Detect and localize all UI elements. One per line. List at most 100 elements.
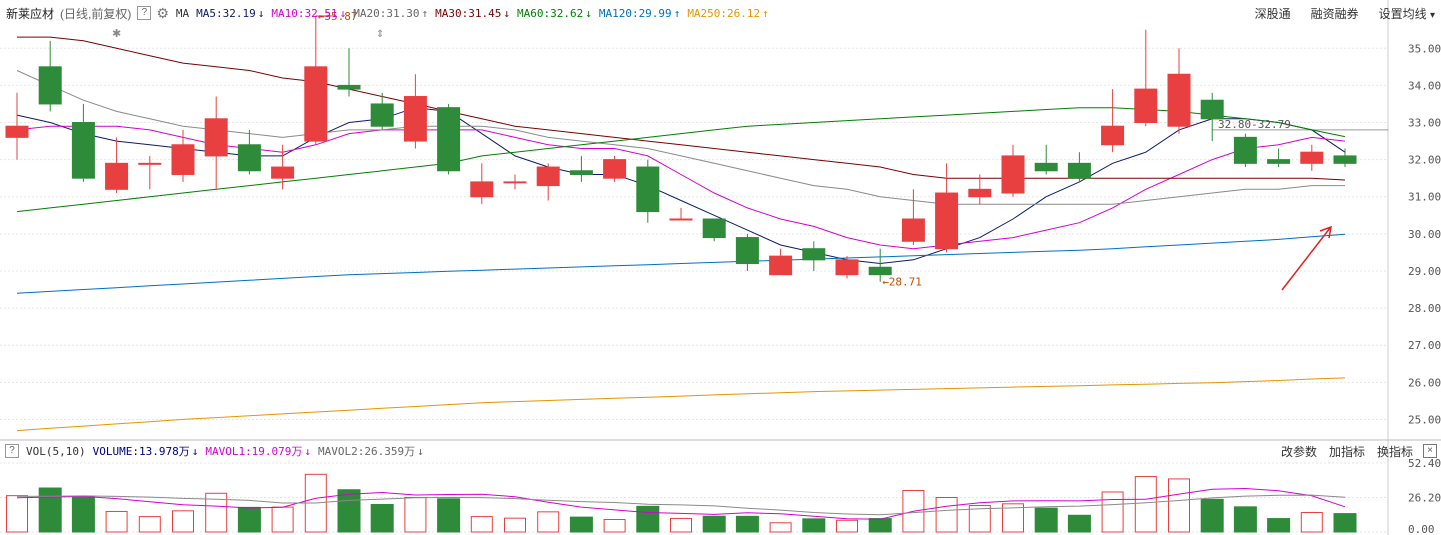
menu-margin[interactable]: 融资融券 (1310, 6, 1359, 21)
top-menu: 深股通 融资融券 设置均线 ▾ (1235, 0, 1441, 26)
ma-legend-item-3: MA30:31.45 ↓ (435, 7, 510, 20)
gear-icon[interactable]: ⚙ (156, 4, 169, 21)
ma-legend-item-text: MA5:32.19 (196, 7, 256, 20)
volume-bar (470, 516, 493, 533)
candle-body (1067, 162, 1091, 179)
mavol1-line (16, 487, 1346, 520)
volume-bar (1101, 491, 1124, 533)
arrow-down-icon: ↓ (585, 7, 592, 20)
volume-bar (404, 497, 427, 533)
volume-menu: 改参数 加指标 换指标 × (1269, 441, 1441, 461)
price-tick-label: 28.00 (1408, 302, 1441, 315)
low-label: ←28.71 (882, 276, 922, 289)
ma60-line (16, 107, 1346, 213)
candle-body (204, 118, 228, 157)
vol-legend-item-0: VOLUME:13.978万 ↓ (93, 445, 199, 458)
volume-bar (603, 518, 626, 533)
candle-body (38, 66, 62, 105)
ma-legend-item-6: MA250:26.12 ↑ (687, 7, 768, 20)
volume-bar (735, 515, 759, 533)
candle-body (1300, 151, 1324, 164)
candle-body (735, 237, 759, 265)
ma-legend-item-text: MA120:29.99 (598, 7, 672, 20)
switch-indicator-button[interactable]: 换指标 (1376, 444, 1413, 459)
mavol2-line (16, 494, 1346, 516)
volume-tick-label: 0.00 (1408, 523, 1435, 535)
candle-body (171, 144, 195, 175)
candle-body (304, 66, 328, 142)
ma-legend-item-text: MA20:31.30 (353, 7, 420, 20)
ma-legend-item-4: MA60:32.62 ↓ (517, 7, 592, 20)
candlesticks (5, 15, 1357, 282)
price-tick-label: 29.00 (1408, 265, 1441, 278)
close-icon[interactable]: × (1423, 444, 1437, 458)
volume-bar (504, 517, 526, 533)
change-params-button[interactable]: 改参数 (1280, 444, 1317, 459)
volume-help-icon[interactable]: ? (5, 444, 19, 458)
menu-ma-settings[interactable]: 设置均线 ▾ (1379, 5, 1435, 22)
price-tick-label: 25.00 (1408, 413, 1441, 426)
volume-bar (537, 511, 560, 533)
volume-bar (172, 510, 194, 533)
volume-bar (205, 492, 228, 533)
volume-header: ? VOL(5,10) VOLUME:13.978万 ↓ MAVOL1:19.079… (0, 441, 1390, 461)
volume-tick-label: 26.20 (1408, 492, 1441, 505)
volume-bars (6, 473, 1357, 533)
candle-body (1101, 125, 1125, 146)
volume-bar (370, 503, 394, 533)
volume-bar (437, 498, 461, 533)
candle-body (1034, 162, 1058, 172)
arrow-down-icon: ↓ (503, 7, 510, 20)
menu-sgt[interactable]: 深股通 (1254, 6, 1291, 21)
volume-bar (968, 505, 991, 533)
volume-bar (802, 518, 826, 533)
candle-body (138, 162, 162, 165)
ma-legend-item-text: MA30:31.45 (435, 7, 502, 20)
ma-legend-item-text: MA250:26.12 (687, 7, 761, 20)
candle-body (503, 181, 527, 184)
candle-body (1167, 73, 1191, 127)
candle-body (569, 170, 593, 175)
ma30-line (17, 36, 1346, 181)
stock-name[interactable]: 新莱应材 (6, 6, 55, 21)
candle-body (5, 125, 29, 138)
volume-bar (271, 506, 294, 533)
price-tick-label: 35.00 (1408, 42, 1441, 55)
volume-bar (670, 517, 692, 533)
volume-bar (1067, 514, 1091, 533)
candle-body (437, 107, 461, 172)
high-label: ←35.87 (318, 10, 358, 23)
volume-bar (1233, 506, 1257, 533)
candle-body (370, 103, 394, 127)
candle-body (868, 266, 892, 276)
ma120-line (16, 233, 1346, 294)
volume-bar (105, 510, 128, 533)
vol-legend-item-text: MAVOL2:26.359万 (318, 445, 416, 458)
range-label: 32.80-32.79 (1218, 118, 1291, 131)
volume-bar (1333, 513, 1357, 533)
chart-annotations: ←35.87 ←28.71 32.80-32.79 ✱ ⇕ (112, 10, 1332, 291)
candle-body (271, 166, 295, 179)
price-tick-label: 27.00 (1408, 339, 1441, 352)
arrow-up-icon: ↑ (421, 7, 429, 20)
candle-body (968, 188, 992, 198)
price-tick-label: 31.00 (1408, 191, 1441, 204)
arrow-down-icon: ↓ (304, 445, 312, 458)
arrow-up-icon: ↑ (673, 7, 681, 20)
volume-tick-label: 52.40 (1408, 457, 1441, 470)
volume-ma-lines (16, 487, 1346, 520)
arrow-down-icon: ↓ (191, 445, 199, 458)
volume-bar (836, 519, 858, 533)
candle-body (1233, 136, 1257, 164)
help-icon[interactable]: ? (137, 6, 152, 20)
add-indicator-button[interactable]: 加指标 (1328, 444, 1365, 459)
price-header: 新莱应材 (日线,前复权) ? ⚙ MA MA5:32.19 ↓ MA10:32.5… (0, 0, 1390, 26)
ma-legend-item-text: MA10:32.51 (271, 7, 338, 20)
volume-bar (38, 487, 62, 533)
arrow-down-icon: ↓ (339, 7, 347, 20)
arrow-down-icon: ↓ (257, 7, 265, 20)
volume-bar (1200, 498, 1224, 533)
candle-body (1200, 99, 1224, 120)
